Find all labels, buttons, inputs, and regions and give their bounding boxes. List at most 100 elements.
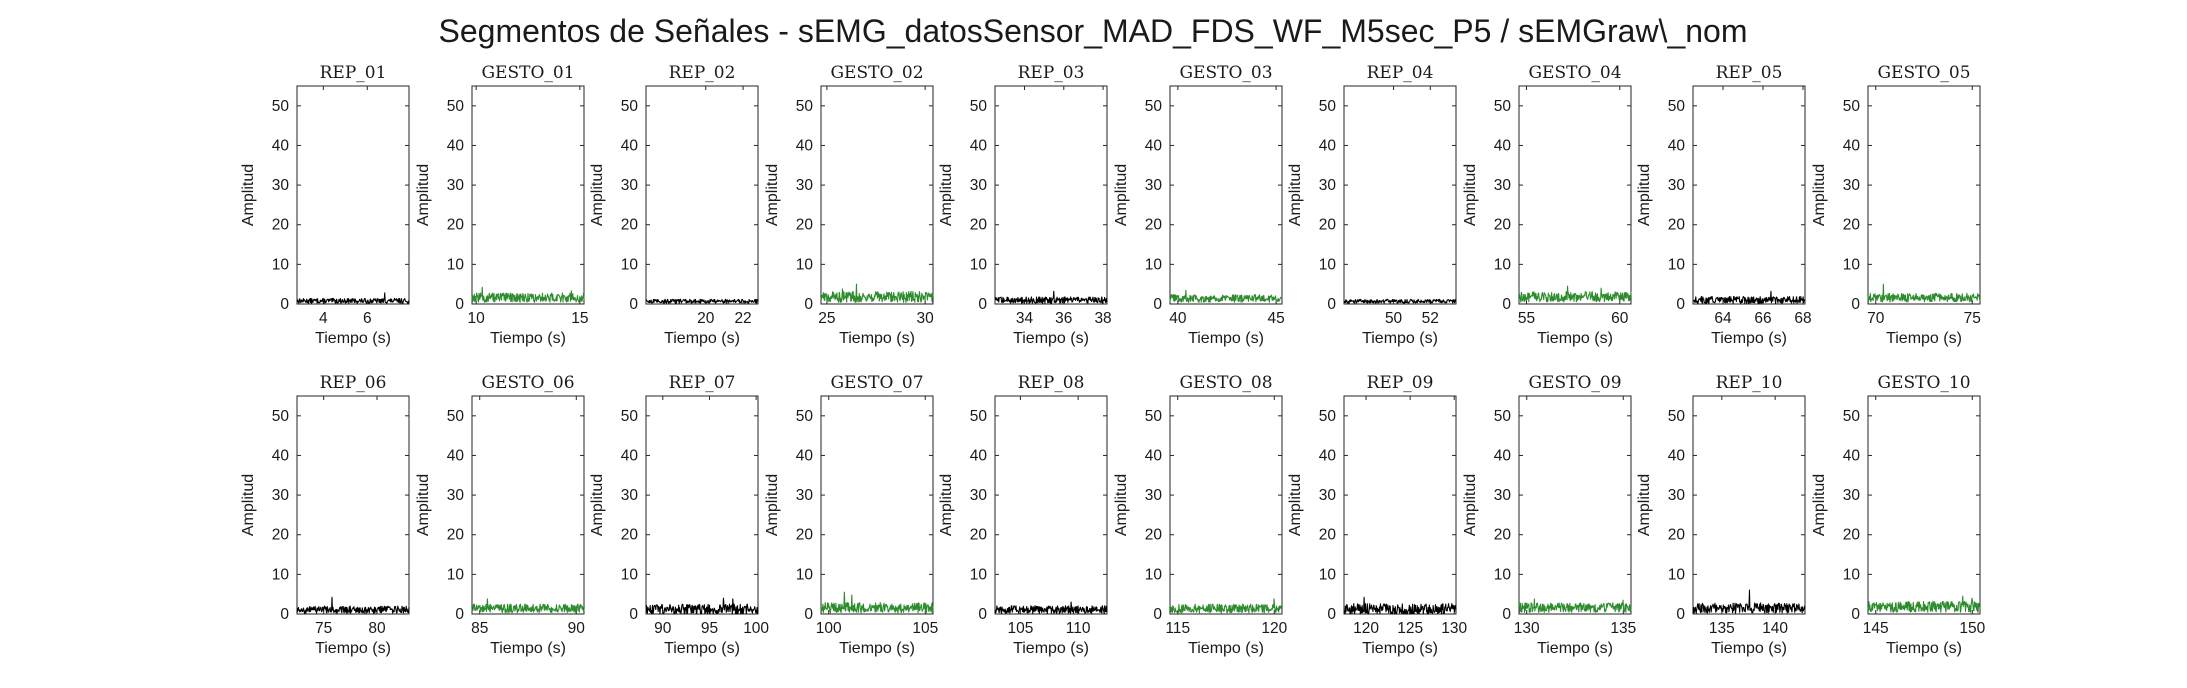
y-tick-label: 40 xyxy=(796,447,814,464)
y-tick-label: 20 xyxy=(1494,527,1512,544)
y-tick-label: 30 xyxy=(447,487,465,504)
y-tick-label: 30 xyxy=(621,487,639,504)
y-tick-label: 50 xyxy=(1494,98,1512,115)
subplot-title: REP_02 xyxy=(669,63,736,83)
subplot-rep-06: REP_06 0 10 20 30 40 50 75 80 Tiempo (s) Amplitud xyxy=(240,373,410,657)
x-axis-label: Tiempo (s) xyxy=(490,640,566,657)
subplot-title: GESTO_10 xyxy=(1877,373,1970,393)
axes-frame xyxy=(1867,395,1981,615)
y-tick-label: 50 xyxy=(796,98,814,115)
x-tick-label: 110 xyxy=(1066,620,1091,637)
axes-frame xyxy=(1343,85,1457,305)
y-tick-label: 20 xyxy=(1145,217,1163,234)
y-tick-label: 0 xyxy=(629,296,638,313)
y-tick-label: 20 xyxy=(621,527,639,544)
axes-frame xyxy=(471,85,585,305)
y-tick-label: 0 xyxy=(1851,296,1860,313)
y-tick-label: 50 xyxy=(1319,98,1337,115)
axes-frame xyxy=(296,85,410,305)
axes-frame xyxy=(1692,395,1806,615)
x-tick-label: 135 xyxy=(1709,620,1735,637)
y-tick-label: 30 xyxy=(1668,177,1686,194)
subplot-rep-05: REP_05 0 10 20 30 40 50 64 66 68 Tiempo (s) Amplitu… xyxy=(1636,63,1812,347)
y-tick-label: 10 xyxy=(796,566,814,583)
y-tick-label: 30 xyxy=(970,177,988,194)
y-tick-label: 30 xyxy=(447,177,465,194)
y-axis-label: Amplitud xyxy=(764,474,781,536)
x-axis-label: Tiempo (s) xyxy=(315,330,391,347)
x-tick-label: 140 xyxy=(1762,620,1788,637)
y-tick-label: 20 xyxy=(1494,217,1512,234)
subplot-title: REP_08 xyxy=(1018,373,1085,393)
y-tick-label: 20 xyxy=(1319,217,1337,234)
y-tick-label: 50 xyxy=(1668,98,1686,115)
axes-frame xyxy=(1518,85,1632,305)
y-tick-label: 0 xyxy=(1153,296,1162,313)
signal-trace xyxy=(1867,283,1981,303)
y-axis-label: Amplitud xyxy=(764,164,781,226)
x-tick-label: 105 xyxy=(1007,620,1033,637)
signal-trace xyxy=(296,292,410,304)
y-tick-label: 10 xyxy=(447,566,465,583)
y-tick-label: 40 xyxy=(970,137,988,154)
y-tick-label: 20 xyxy=(796,527,814,544)
y-tick-label: 40 xyxy=(447,137,465,154)
x-tick-label: 40 xyxy=(1169,310,1187,327)
subplot-title: GESTO_09 xyxy=(1528,373,1621,393)
x-axis-label: Tiempo (s) xyxy=(1362,640,1438,657)
signal-trace xyxy=(1343,596,1457,615)
x-tick-label: 75 xyxy=(315,620,332,637)
x-tick-label: 22 xyxy=(734,310,751,327)
y-tick-label: 50 xyxy=(272,408,290,425)
axes-frame xyxy=(820,395,934,615)
subplot-title: GESTO_04 xyxy=(1528,63,1621,83)
y-tick-label: 20 xyxy=(970,527,988,544)
y-tick-label: 20 xyxy=(1668,527,1686,544)
x-tick-label: 70 xyxy=(1867,310,1885,327)
x-tick-label: 38 xyxy=(1094,310,1111,327)
y-tick-label: 30 xyxy=(1319,487,1337,504)
subplot-title: GESTO_02 xyxy=(830,63,923,83)
subplot-rep-10: REP_10 0 10 20 30 40 50 135 140 Tiempo (s) Amplitu… xyxy=(1636,373,1806,657)
y-tick-label: 40 xyxy=(272,137,290,154)
y-tick-label: 10 xyxy=(447,256,465,273)
y-tick-label: 10 xyxy=(1668,256,1686,273)
y-tick-label: 30 xyxy=(621,177,639,194)
y-tick-label: 0 xyxy=(280,606,289,623)
y-tick-label: 20 xyxy=(796,217,814,234)
x-tick-label: 50 xyxy=(1385,310,1403,327)
subplot-title: GESTO_01 xyxy=(481,63,574,83)
y-tick-label: 30 xyxy=(1494,177,1512,194)
subplot-title: GESTO_06 xyxy=(481,373,574,393)
y-tick-label: 20 xyxy=(447,527,465,544)
x-tick-label: 100 xyxy=(743,620,769,637)
y-tick-label: 30 xyxy=(796,487,814,504)
x-tick-label: 105 xyxy=(912,620,938,637)
axes-frame xyxy=(296,395,410,615)
signal-trace xyxy=(296,596,410,614)
signal-trace xyxy=(471,598,585,614)
subplot-rep-02: REP_02 0 10 20 30 40 50 20 22 Tiempo (s) Amplitud xyxy=(589,63,759,347)
signal-trace xyxy=(820,591,934,614)
y-tick-label: 50 xyxy=(1843,408,1861,425)
y-tick-label: 50 xyxy=(970,408,988,425)
x-axis-label: Tiempo (s) xyxy=(839,330,915,347)
y-tick-label: 0 xyxy=(1502,606,1511,623)
y-tick-label: 10 xyxy=(1145,566,1163,583)
y-tick-label: 30 xyxy=(272,487,290,504)
y-tick-label: 50 xyxy=(621,98,639,115)
signal-trace xyxy=(471,286,585,303)
x-axis-label: Tiempo (s) xyxy=(1537,640,1613,657)
y-tick-label: 40 xyxy=(447,447,465,464)
x-tick-label: 68 xyxy=(1794,310,1811,327)
y-tick-label: 30 xyxy=(1145,177,1163,194)
y-tick-label: 10 xyxy=(621,256,639,273)
y-tick-label: 20 xyxy=(1843,217,1861,234)
y-tick-label: 40 xyxy=(621,447,639,464)
y-tick-label: 0 xyxy=(455,296,464,313)
